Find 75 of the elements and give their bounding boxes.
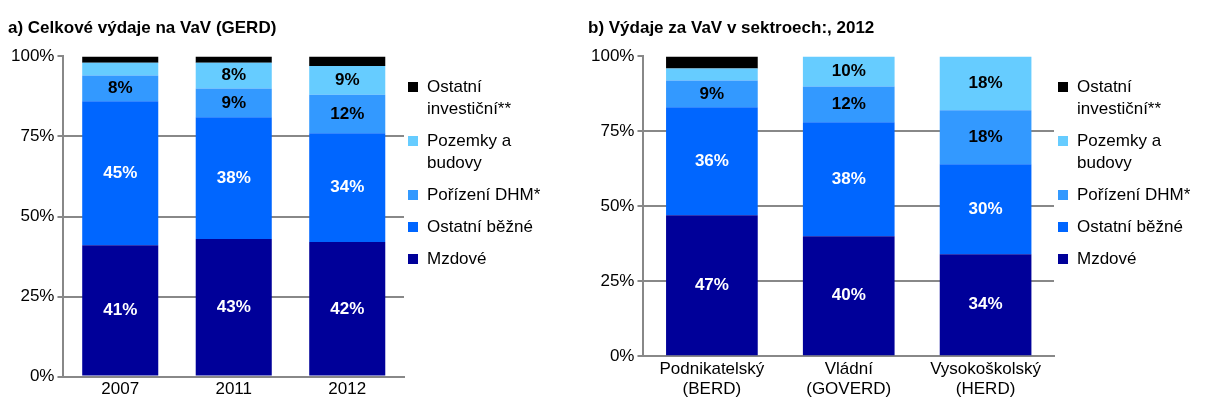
data-label: 12% <box>831 94 866 114</box>
bar <box>666 80 758 108</box>
data-label: 47% <box>694 274 729 294</box>
bar <box>195 88 272 118</box>
legend-label: Pořízení DHM* <box>427 184 542 206</box>
legend-label: Pozemky a budovy <box>1077 130 1163 174</box>
data-label: 45% <box>103 162 138 182</box>
bar <box>939 56 1032 111</box>
x-tick-label: Vládní (GOVERD) <box>806 359 892 399</box>
data-label: 9% <box>334 70 360 90</box>
bar <box>939 110 1032 165</box>
data-label: 18% <box>968 73 1003 93</box>
y-tick-label: 75% <box>20 126 55 146</box>
bar <box>939 254 1032 356</box>
chart-title: a) Celkové výdaje na VaV (GERD) <box>8 17 277 37</box>
legend-label: Pořízení DHM* <box>1077 184 1192 206</box>
y-tick-label: 0% <box>609 345 635 365</box>
y-tick-label: 50% <box>600 195 635 215</box>
bar <box>666 215 758 356</box>
bar <box>82 62 159 76</box>
legend-label: Ostatní běžné <box>1077 216 1184 238</box>
data-label: 34% <box>968 294 1003 314</box>
data-label: 42% <box>330 298 365 318</box>
bar <box>666 107 758 216</box>
data-label: 34% <box>330 177 365 197</box>
y-tick-label: 100% <box>11 46 55 66</box>
y-tick-label: 100% <box>591 46 635 66</box>
bar <box>82 245 159 376</box>
data-label: 41% <box>103 300 138 320</box>
y-tick-label: 0% <box>29 366 55 386</box>
bar <box>939 164 1032 255</box>
data-label: 38% <box>216 167 251 187</box>
bar <box>195 117 272 239</box>
bar <box>82 56 159 63</box>
bar <box>802 122 895 237</box>
data-label: 12% <box>330 103 365 123</box>
data-label: 8% <box>107 78 133 98</box>
x-tick-label: 2011 <box>215 379 253 399</box>
bar <box>309 94 386 134</box>
bar <box>666 68 758 81</box>
legend-label: Ostatní investiční** <box>1077 76 1163 120</box>
bar <box>802 86 895 123</box>
legend-label: Mzdové <box>1077 248 1138 270</box>
chart-title: b) Výdaje za VaV v sektroech:, 2012 <box>588 17 875 37</box>
data-label: 10% <box>831 61 866 81</box>
data-label: 30% <box>968 198 1003 218</box>
data-label: 40% <box>831 285 866 305</box>
y-tick-label: 25% <box>20 286 55 306</box>
y-tick-label: 50% <box>20 206 55 226</box>
x-tick-label: 2012 <box>328 379 367 399</box>
data-label: 9% <box>221 92 247 112</box>
y-tick-label: 25% <box>600 270 635 290</box>
x-tick-label: Podnikatelský (BERD) <box>659 359 765 399</box>
data-label: 43% <box>216 296 251 316</box>
data-label: 8% <box>221 65 247 85</box>
bar <box>195 238 272 376</box>
bar <box>666 56 758 69</box>
data-label: 36% <box>694 151 729 171</box>
bar <box>309 133 386 243</box>
legend-label: Ostatní investiční** <box>427 76 513 120</box>
legend-label: Pozemky a budovy <box>427 130 513 174</box>
bar <box>309 242 386 376</box>
x-tick-label: Vysokoškolský (HERD) <box>930 359 1042 399</box>
data-label: 9% <box>699 83 725 103</box>
bar <box>309 66 386 95</box>
data-label: 18% <box>968 127 1003 147</box>
legend-label: Ostatní běžné <box>427 216 534 238</box>
bar <box>195 56 272 63</box>
bar <box>802 236 895 356</box>
x-tick-label: 2007 <box>101 379 140 399</box>
bar <box>309 56 386 67</box>
bar <box>82 101 159 246</box>
y-tick-label: 75% <box>600 121 635 141</box>
data-label: 38% <box>831 169 866 189</box>
legend-label: Mzdové <box>427 248 488 270</box>
